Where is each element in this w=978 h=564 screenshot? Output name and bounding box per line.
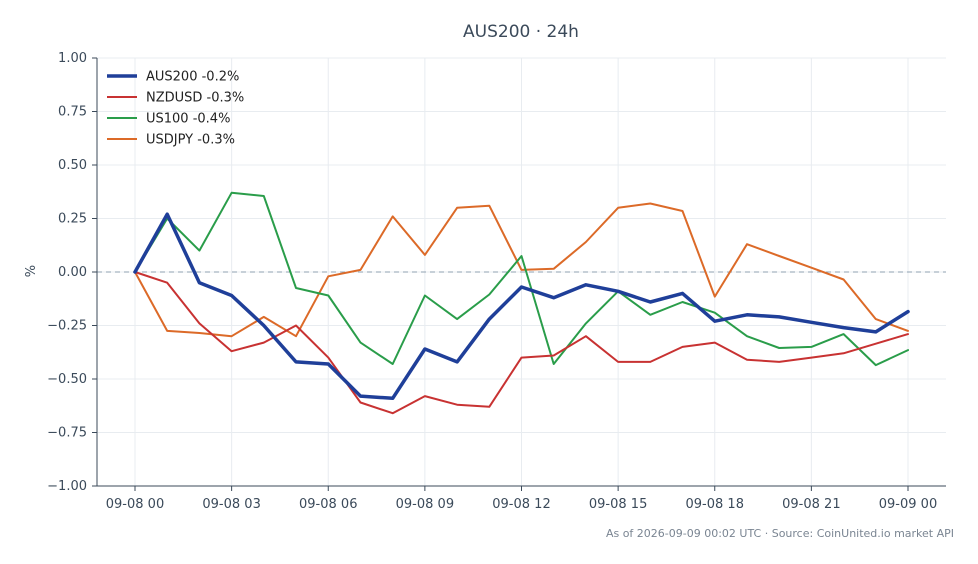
y-tick-label: 0.75	[58, 105, 87, 120]
series-line-nzdusd	[134, 271, 909, 415]
x-tick-label: 09-08 15	[589, 497, 647, 512]
x-tick-label: 09-08 21	[782, 497, 840, 512]
legend-label: AUS200 -0.2%	[146, 70, 239, 85]
chart-title: AUS200 · 24h	[463, 22, 579, 42]
legend-label: US100 -0.4%	[146, 112, 230, 127]
y-axis-label: %	[24, 265, 39, 277]
x-tick-label: 09-08 06	[299, 497, 357, 512]
y-tick-label: −0.50	[47, 372, 87, 387]
x-tick-label: 09-08 00	[106, 497, 164, 512]
footer-source-note: As of 2026-09-09 00:02 UTC · Source: Coi…	[606, 527, 954, 540]
legend: AUS200 -0.2% NZDUSD -0.3% US100 -0.4% USDJP…	[107, 70, 244, 148]
x-tick-label: 09-08 12	[492, 497, 550, 512]
x-tick-label: 09-09 00	[879, 497, 937, 512]
series-line-us100	[134, 191, 909, 367]
x-tick-label: 09-08 09	[396, 497, 454, 512]
y-tick-label: 0.00	[58, 265, 87, 280]
x-tick-label: 09-08 03	[202, 497, 260, 512]
y-tick-label: 1.00	[58, 51, 87, 66]
series-line-aus200	[133, 212, 910, 401]
y-tick-label: 0.25	[58, 212, 87, 227]
series-lines	[133, 191, 910, 415]
y-tick-label: 0.50	[58, 158, 87, 173]
x-axis-ticks: 09-08 00 09-08 03 09-08 06 09-08 09 09-08 12…	[106, 486, 937, 512]
y-tick-label: −0.75	[47, 426, 87, 441]
y-tick-label: −1.00	[47, 479, 87, 494]
y-tick-label: −0.25	[47, 319, 87, 334]
legend-label: USDJPY -0.3%	[146, 133, 235, 148]
x-tick-label: 09-08 18	[686, 497, 744, 512]
series-line-usdjpy	[134, 202, 909, 338]
legend-label: NZDUSD -0.3%	[146, 91, 244, 106]
y-axis-ticks: 1.00 0.75 0.50 0.25 0.00 −0.25 −0.50 −0.75 −1.00	[47, 51, 97, 494]
